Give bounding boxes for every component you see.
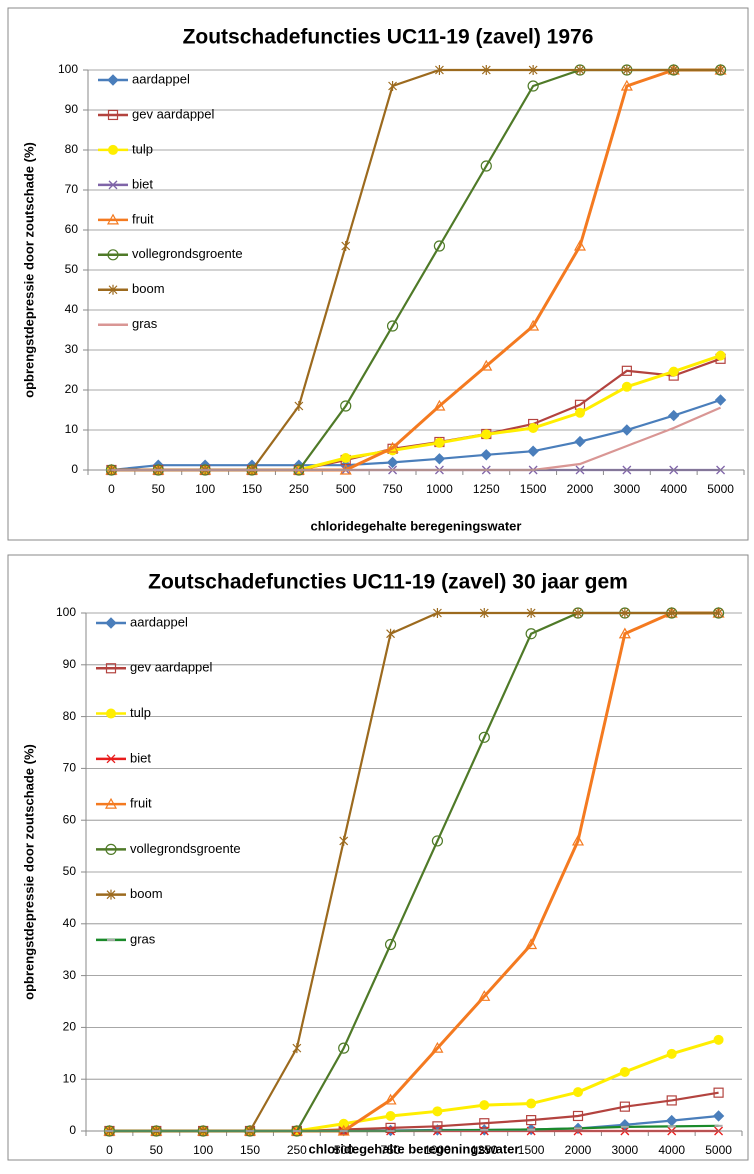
x-tick-label: 1500 — [518, 1143, 545, 1157]
legend-label: fruit — [132, 211, 154, 226]
marker — [482, 430, 491, 439]
y-tick-label: 70 — [65, 182, 79, 196]
x-tick-label: 4000 — [660, 482, 687, 496]
x-tick-label: 750 — [383, 482, 403, 496]
legend-marker — [109, 145, 118, 154]
y-tick-label: 0 — [69, 1123, 76, 1137]
marker — [433, 1107, 442, 1116]
y-tick-label: 20 — [63, 1020, 77, 1034]
x-tick-label: 0 — [106, 1143, 113, 1157]
legend-label: gras — [132, 316, 158, 331]
x-tick-label: 100 — [193, 1143, 213, 1157]
y-tick-label: 100 — [56, 605, 76, 619]
y-tick-label: 20 — [65, 382, 79, 396]
marker — [529, 424, 538, 433]
x-tick-label: 3000 — [612, 1143, 639, 1157]
x-tick-label: 5000 — [705, 1143, 732, 1157]
y-tick-label: 50 — [65, 262, 79, 276]
y-axis-title: opbrengstdepressie door zoutschade (%) — [21, 142, 36, 398]
y-tick-label: 80 — [65, 142, 79, 156]
y-tick-label: 30 — [63, 968, 77, 982]
marker — [576, 408, 585, 417]
chart-title: Zoutschadefuncties UC11-19 (zavel) 1976 — [183, 26, 594, 49]
x-tick-label: 2000 — [567, 482, 594, 496]
chart-title: Zoutschadefuncties UC11-19 (zavel) 30 ja… — [148, 571, 628, 594]
y-tick-label: 100 — [58, 62, 78, 76]
y-tick-label: 40 — [65, 302, 79, 316]
legend-label: aardappel — [132, 71, 190, 86]
x-tick-label: 50 — [152, 482, 166, 496]
x-tick-label: 150 — [240, 1143, 260, 1157]
y-tick-label: 80 — [63, 709, 77, 723]
x-tick-label: 150 — [242, 482, 262, 496]
y-tick-label: 70 — [63, 761, 77, 775]
y-axis-title: opbrengstdepressie door zoutschade (%) — [21, 744, 36, 1000]
marker — [716, 351, 725, 360]
y-tick-label: 90 — [65, 102, 79, 116]
x-tick-label: 500 — [336, 482, 356, 496]
legend-label: aardappel — [130, 614, 188, 629]
marker — [714, 1035, 723, 1044]
x-tick-label: 100 — [195, 482, 215, 496]
x-tick-label: 250 — [287, 1143, 307, 1157]
marker — [341, 454, 350, 463]
legend-label: biet — [132, 176, 153, 191]
marker — [435, 438, 444, 447]
x-tick-label: 4000 — [658, 1143, 685, 1157]
legend-label: vollegrondsgroente — [132, 246, 243, 261]
chart-frame — [8, 8, 748, 540]
legend-label: gev aardappel — [132, 106, 215, 121]
x-tick-label: 3000 — [614, 482, 641, 496]
legend-label: vollegrondsgroente — [130, 841, 241, 856]
legend-marker — [107, 709, 116, 718]
x-tick-label: 0 — [108, 482, 115, 496]
y-tick-label: 60 — [65, 222, 79, 236]
x-axis-title: chloridegehalte beregeningswater — [311, 518, 522, 533]
y-tick-label: 10 — [63, 1071, 77, 1085]
marker — [669, 367, 678, 376]
legend-label: tulp — [132, 141, 153, 156]
marker — [620, 1067, 629, 1076]
marker — [667, 1049, 676, 1058]
marker — [622, 382, 631, 391]
y-tick-label: 10 — [65, 422, 79, 436]
y-tick-label: 40 — [63, 916, 77, 930]
y-tick-label: 50 — [63, 864, 77, 878]
marker — [480, 1101, 489, 1110]
y-tick-label: 30 — [65, 342, 79, 356]
chart-frame — [8, 555, 748, 1160]
x-tick-label: 5000 — [707, 482, 734, 496]
legend-label: biet — [130, 750, 151, 765]
x-tick-label: 1000 — [426, 482, 453, 496]
legend-label: boom — [132, 281, 165, 296]
legend-label: tulp — [130, 705, 151, 720]
x-tick-label: 2000 — [565, 1143, 592, 1157]
marker — [386, 1111, 395, 1120]
y-tick-label: 60 — [63, 812, 77, 826]
legend-label: boom — [130, 886, 163, 901]
legend-label: gras — [130, 931, 156, 946]
y-tick-label: 0 — [71, 462, 78, 476]
x-tick-label: 250 — [289, 482, 309, 496]
y-tick-label: 90 — [63, 657, 77, 671]
x-tick-label: 1250 — [473, 482, 500, 496]
marker — [527, 1099, 536, 1108]
x-tick-label: 1500 — [520, 482, 547, 496]
marker — [574, 1088, 583, 1097]
x-tick-label: 50 — [150, 1143, 164, 1157]
x-axis-title: chloridegehalte beregeningswater — [309, 1141, 520, 1156]
legend-label: fruit — [130, 796, 152, 811]
legend-label: gev aardappel — [130, 660, 213, 675]
